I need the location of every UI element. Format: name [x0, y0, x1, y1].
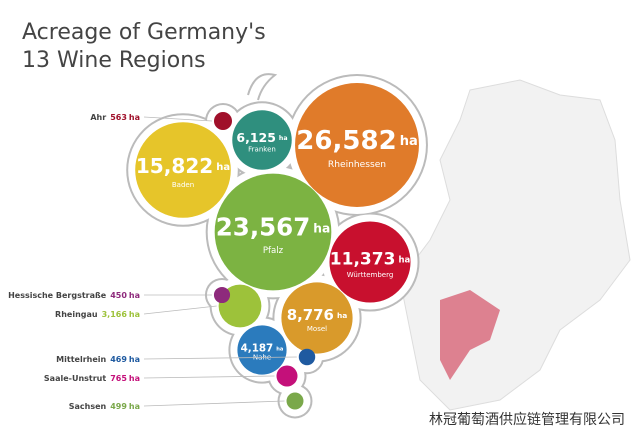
map-region [440, 290, 500, 380]
side-label: Ahr 563 ha [90, 113, 140, 122]
value: 23,567 [216, 212, 311, 241]
map [399, 79, 631, 411]
unit: ha [129, 402, 140, 411]
region-name: Franken [248, 145, 276, 153]
value-label: 8,776 ha [287, 306, 348, 324]
unit: ha [129, 291, 140, 300]
side-label: Saale-Unstrut 765 ha [44, 374, 140, 383]
stem [247, 73, 278, 101]
side-label: Rheingau 3,166 ha [55, 310, 140, 319]
bubble [237, 325, 287, 375]
region-name: Saale-Unstrut [44, 374, 106, 383]
value: 765 [110, 374, 127, 383]
unit: ha [400, 134, 418, 149]
value-label: 23,567 ha [216, 212, 331, 241]
value: 11,373 [330, 249, 396, 269]
leader [143, 116, 213, 122]
unit: ha [129, 310, 140, 319]
unit: ha [129, 374, 140, 383]
value: 3,166 [102, 310, 128, 319]
watermark: 林冠葡萄酒供应链管理有限公司 [429, 411, 625, 428]
unit: ha [129, 113, 140, 122]
region-name: Pfalz [263, 246, 284, 256]
bubble [232, 110, 292, 170]
unit: ha [398, 255, 410, 265]
unit: ha [279, 135, 288, 142]
bubble [213, 286, 231, 304]
region-name: Baden [172, 180, 194, 189]
leader [143, 356, 297, 360]
bubble [286, 392, 304, 410]
value-label: 15,822 ha [136, 153, 230, 177]
bubble [295, 83, 419, 207]
unit: ha [129, 355, 140, 364]
value: 15,822 [136, 153, 213, 177]
value: 563 [110, 113, 127, 122]
value: 6,125 [236, 130, 276, 145]
bubble [281, 282, 353, 354]
region-name: Hessische Bergstraße [8, 291, 107, 300]
leader [143, 305, 217, 315]
unit: ha [216, 162, 230, 173]
unit: ha [337, 311, 347, 320]
bubble [135, 122, 231, 218]
bubble [276, 365, 298, 387]
value: 26,582 [296, 126, 396, 156]
region-name: Mosel [307, 325, 327, 333]
region-name: Mittelrhein [56, 355, 106, 364]
region-name: Rheingau [55, 310, 98, 319]
side-label: Mittelrhein 469 ha [56, 355, 140, 364]
value: 450 [110, 291, 127, 300]
region-name: Rheinhessen [328, 160, 386, 170]
value: 469 [110, 355, 127, 364]
value-label: 4,187 ha [241, 342, 284, 354]
side-label: Sachsen 499 ha [69, 402, 140, 411]
region-name: Sachsen [69, 402, 107, 411]
unit: ha [276, 346, 284, 352]
value: 4,187 [241, 342, 274, 354]
side-label: Hessische Bergstraße 450 ha [8, 291, 140, 300]
value-label: 6,125 ha [236, 130, 287, 145]
unit: ha [313, 221, 330, 235]
bubble [329, 221, 411, 303]
bubble [214, 173, 332, 291]
value: 8,776 [287, 306, 334, 324]
chart-title: Acreage of Germany's 13 Wine Regions [22, 20, 266, 73]
value-label: 11,373 ha [330, 249, 411, 269]
value: 499 [110, 402, 127, 411]
region-name: Württemberg [347, 271, 394, 279]
value-label: 26,582 ha [296, 126, 417, 156]
leader [143, 375, 275, 379]
region-name: Ahr [90, 113, 106, 122]
bubble [213, 111, 233, 131]
bubble [298, 348, 316, 366]
leader [143, 400, 285, 407]
